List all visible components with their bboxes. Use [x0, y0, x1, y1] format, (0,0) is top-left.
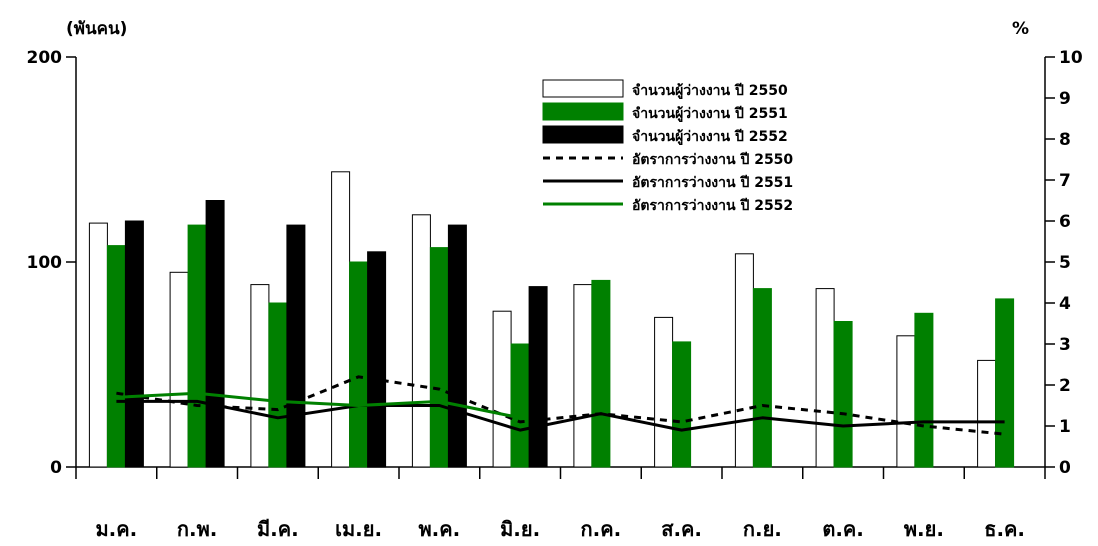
category-label-4: เม.ย. — [335, 517, 382, 541]
bar-1-11 — [896, 335, 916, 468]
right-tick-label-0: 0 — [1059, 458, 1071, 478]
category-label-2: ก.พ. — [177, 517, 218, 541]
bar-2-5 — [429, 247, 449, 468]
legend-swatch-bar-3 — [542, 125, 624, 144]
bar-3-3 — [286, 224, 306, 468]
bar-3-1 — [124, 220, 144, 468]
right-tick-label-8: 8 — [1059, 130, 1071, 150]
left-tick-label-2: 200 — [27, 48, 63, 68]
bar-3-5 — [447, 224, 467, 468]
bar-2-7 — [591, 279, 611, 468]
bar-2-1 — [106, 245, 126, 468]
bar-1-12 — [977, 359, 997, 468]
category-label-10: ต.ค. — [822, 517, 864, 541]
left-tick-label-0: 0 — [50, 458, 62, 478]
bar-3-4 — [367, 251, 387, 468]
bar-1-7 — [573, 284, 593, 468]
bar-2-10 — [833, 321, 853, 468]
bar-2-8 — [672, 341, 692, 468]
right-tick-label-10: 10 — [1059, 48, 1083, 68]
bar-1-5 — [411, 214, 431, 468]
category-label-8: ส.ค. — [661, 517, 702, 541]
legend-label-bar-3: จำนวนผู้ว่างงาน ปี 2552 — [632, 129, 788, 145]
bar-2-12 — [995, 298, 1015, 468]
legend-swatch-bar-2 — [542, 102, 624, 121]
bar-1-10 — [815, 288, 835, 468]
right-tick-label-7: 7 — [1059, 171, 1071, 191]
bar-1-3 — [250, 284, 270, 468]
legend: จำนวนผู้ว่างงาน ปี 2550 จำนวนผู้ว่างงาน ป… — [542, 79, 793, 214]
bar-3-6 — [528, 286, 548, 468]
category-label-11: พ.ย. — [904, 517, 944, 541]
rate-line-2 — [116, 399, 1005, 432]
right-tick-label-5: 5 — [1059, 253, 1071, 273]
left-tick-label-1: 100 — [27, 253, 63, 273]
bar-1-6 — [492, 310, 512, 468]
rate-lines — [116, 375, 1005, 436]
rate-line-1 — [116, 375, 1005, 436]
bar-2-11 — [914, 312, 934, 468]
bar-1-8 — [654, 316, 674, 468]
legend-label-line-1: อัตราการว่างงาน ปี 2550 — [632, 152, 793, 168]
bar-2-3 — [268, 302, 288, 468]
bar-1-2 — [169, 271, 189, 468]
bar-1-9 — [734, 253, 754, 468]
legend-swatch-bar-1 — [542, 79, 624, 98]
legend-label-line-2: อัตราการว่างงาน ปี 2551 — [632, 175, 793, 191]
legend-label-line-3: อัตราการว่างงาน ปี 2552 — [632, 198, 793, 214]
right-tick-label-2: 2 — [1059, 376, 1071, 396]
left-axis-unit: (พันคน) — [66, 19, 127, 39]
ticks: 0 100 200 0 1 2 3 4 5 6 7 8 9 10 ม.ค. ก.พ. มี.ค. เม.ย. พ.ค… — [27, 48, 1083, 541]
bar-1-1 — [88, 222, 108, 468]
legend-label-bar-2: จำนวนผู้ว่างงาน ปี 2551 — [632, 106, 788, 122]
right-tick-label-9: 9 — [1059, 89, 1071, 109]
bar-2-6 — [510, 343, 530, 468]
bar-1-4 — [331, 171, 351, 468]
category-label-7: ก.ค. — [581, 517, 622, 541]
category-label-5: พ.ค. — [418, 517, 460, 541]
right-tick-label-1: 1 — [1059, 417, 1071, 437]
bar-2-9 — [752, 288, 772, 468]
category-label-9: ก.ย. — [743, 517, 782, 541]
category-label-3: มี.ค. — [257, 517, 299, 541]
right-tick-label-6: 6 — [1059, 212, 1071, 232]
right-axis-unit: % — [1012, 19, 1029, 39]
right-tick-label-4: 4 — [1059, 294, 1071, 314]
category-label-6: มิ.ย. — [500, 517, 540, 541]
bars — [88, 171, 1015, 468]
right-tick-label-3: 3 — [1059, 335, 1071, 355]
bar-2-2 — [187, 224, 207, 468]
category-label-12: ธ.ค. — [984, 517, 1025, 541]
legend-label-bar-1: จำนวนผู้ว่างงาน ปี 2550 — [632, 83, 788, 99]
category-label-1: ม.ค. — [95, 517, 137, 541]
bar-3-2 — [205, 200, 225, 468]
bar-2-4 — [349, 261, 369, 468]
rate-line-3 — [116, 391, 521, 420]
